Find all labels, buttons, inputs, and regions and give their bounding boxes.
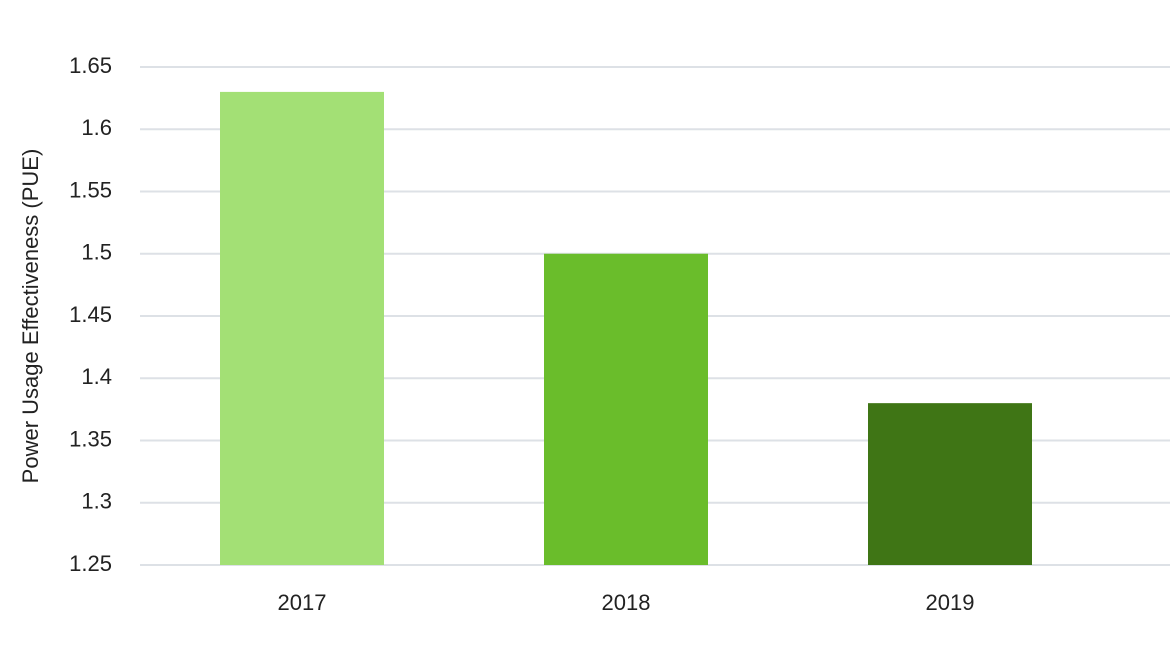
y-tick-label: 1.4 <box>81 364 112 389</box>
bar <box>220 91 384 566</box>
x-tick-label: 2017 <box>278 590 327 615</box>
y-tick-label: 1.3 <box>81 489 112 514</box>
y-tick-label: 1.25 <box>69 551 112 576</box>
bar <box>544 253 708 565</box>
y-tick-label: 1.65 <box>69 53 112 78</box>
y-tick-label: 1.5 <box>81 240 112 265</box>
y-tick-label: 1.6 <box>81 115 112 140</box>
bar <box>868 403 1032 565</box>
y-axis-label: Power Usage Effectiveness (PUE) <box>18 149 43 484</box>
y-tick-label: 1.45 <box>69 302 112 327</box>
y-tick-label: 1.35 <box>69 426 112 451</box>
x-tick-label: 2018 <box>602 590 651 615</box>
y-tick-label: 1.55 <box>69 177 112 202</box>
x-tick-label: 2019 <box>926 590 975 615</box>
